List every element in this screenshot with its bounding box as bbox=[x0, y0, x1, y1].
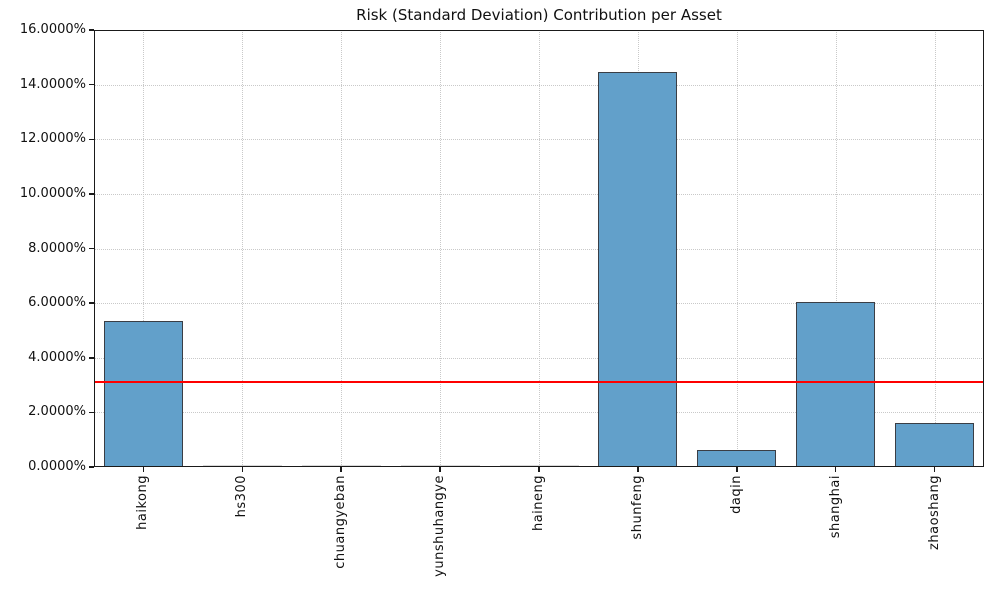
x-tick-mark bbox=[340, 467, 342, 472]
x-tick-label: haineng bbox=[531, 475, 546, 532]
v-gridline bbox=[242, 30, 244, 467]
y-tick-mark bbox=[89, 29, 94, 31]
bar-daqin bbox=[697, 450, 777, 467]
y-tick-mark bbox=[89, 466, 94, 468]
x-tick-label: shanghai bbox=[827, 475, 843, 539]
bar-shunfeng bbox=[598, 72, 678, 467]
v-gridline bbox=[835, 30, 837, 467]
v-gridline bbox=[736, 30, 738, 467]
x-tick-mark bbox=[538, 467, 540, 472]
v-gridline bbox=[143, 30, 145, 467]
y-tick-label: 12.0000% bbox=[19, 131, 86, 147]
v-gridline bbox=[341, 30, 343, 467]
y-tick-mark bbox=[89, 138, 94, 140]
x-tick-mark bbox=[241, 467, 244, 472]
x-tick-label: chuangyeban bbox=[333, 475, 349, 569]
x-tick-mark bbox=[736, 467, 738, 472]
x-tick-mark bbox=[439, 467, 441, 472]
x-tick-label: daqin bbox=[728, 475, 744, 514]
y-tick-label: 16.0000% bbox=[19, 22, 86, 37]
x-tick-mark bbox=[142, 467, 145, 472]
v-gridline bbox=[440, 30, 442, 467]
y-tick-label: 6.0000% bbox=[28, 295, 86, 311]
x-tick-label: haikong bbox=[135, 475, 151, 530]
bar-haikong bbox=[103, 321, 183, 467]
y-tick-mark bbox=[89, 193, 94, 195]
x-tick-label: yunshuhangye bbox=[432, 475, 448, 577]
y-tick-label: 0.0000% bbox=[28, 459, 86, 474]
chart-title: Risk (Standard Deviation) Contribution p… bbox=[356, 6, 722, 24]
y-tick-label: 10.0000% bbox=[19, 185, 86, 201]
y-tick-mark bbox=[89, 247, 94, 250]
x-tick-label: shunfeng bbox=[629, 475, 645, 540]
v-gridline bbox=[539, 30, 540, 467]
y-tick-mark bbox=[89, 83, 94, 86]
x-tick-mark bbox=[933, 467, 936, 472]
v-gridline bbox=[934, 30, 936, 467]
bar-zhaoshang bbox=[895, 423, 975, 467]
x-tick-mark bbox=[834, 467, 837, 472]
x-tick-label: hs300 bbox=[234, 475, 250, 518]
x-tick-mark bbox=[637, 467, 639, 472]
y-tick-label: 8.0000% bbox=[28, 240, 86, 256]
y-tick-label: 4.0000% bbox=[28, 349, 86, 365]
bar-shanghai bbox=[796, 302, 876, 467]
y-tick-label: 2.0000% bbox=[28, 404, 86, 420]
y-tick-label: 14.0000% bbox=[19, 76, 86, 92]
y-tick-mark bbox=[89, 302, 94, 304]
x-tick-label: zhaoshang bbox=[926, 475, 942, 550]
mean-reference-line bbox=[94, 380, 984, 383]
y-tick-mark bbox=[89, 411, 94, 414]
y-tick-mark bbox=[89, 357, 94, 359]
